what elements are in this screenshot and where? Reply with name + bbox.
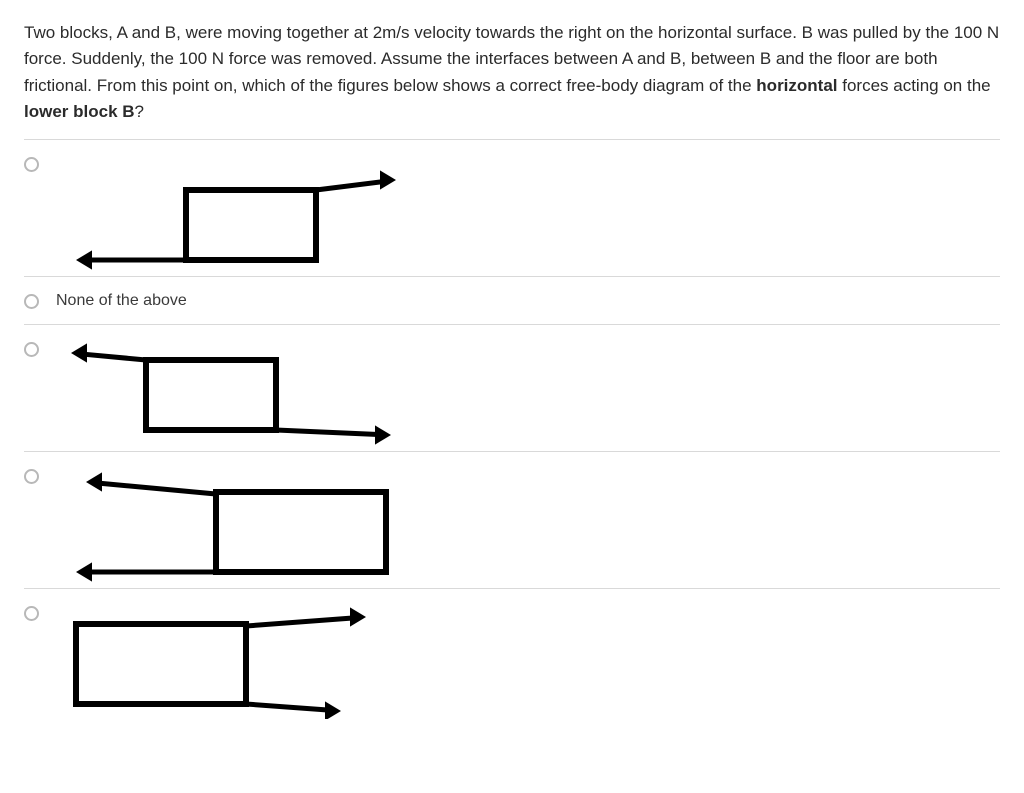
radio-icon[interactable] [24,294,39,309]
radio-icon[interactable] [24,469,39,484]
q-bold-1: horizontal [756,76,837,95]
option-row[interactable] [24,140,1000,277]
diagram-2 [56,335,416,445]
q-text-3: ? [135,102,144,121]
option-row[interactable] [24,452,1000,589]
diagram-1 [56,150,416,270]
radio-wrap [24,462,42,492]
option-row[interactable] [24,589,1000,725]
option-content [56,462,1000,582]
option-content [56,150,1000,270]
question-stem: Two blocks, A and B, were moving togethe… [24,20,1000,125]
option-content [56,335,1000,445]
radio-wrap [24,599,42,629]
q-text-2: forces acting on the [838,76,991,95]
radio-icon[interactable] [24,157,39,172]
option-row[interactable] [24,325,1000,452]
option-text-none: None of the above [56,292,187,309]
diagram-3 [56,462,436,582]
options-list: None of the above [24,139,1000,724]
diagram-4 [56,599,396,719]
radio-wrap [24,335,42,365]
radio-wrap [24,287,42,317]
radio-icon[interactable] [24,606,39,621]
option-row[interactable]: None of the above [24,277,1000,324]
radio-icon[interactable] [24,342,39,357]
q-bold-2: lower block B [24,102,135,121]
option-content [56,599,1000,719]
option-content: None of the above [56,287,1000,314]
radio-wrap [24,150,42,180]
